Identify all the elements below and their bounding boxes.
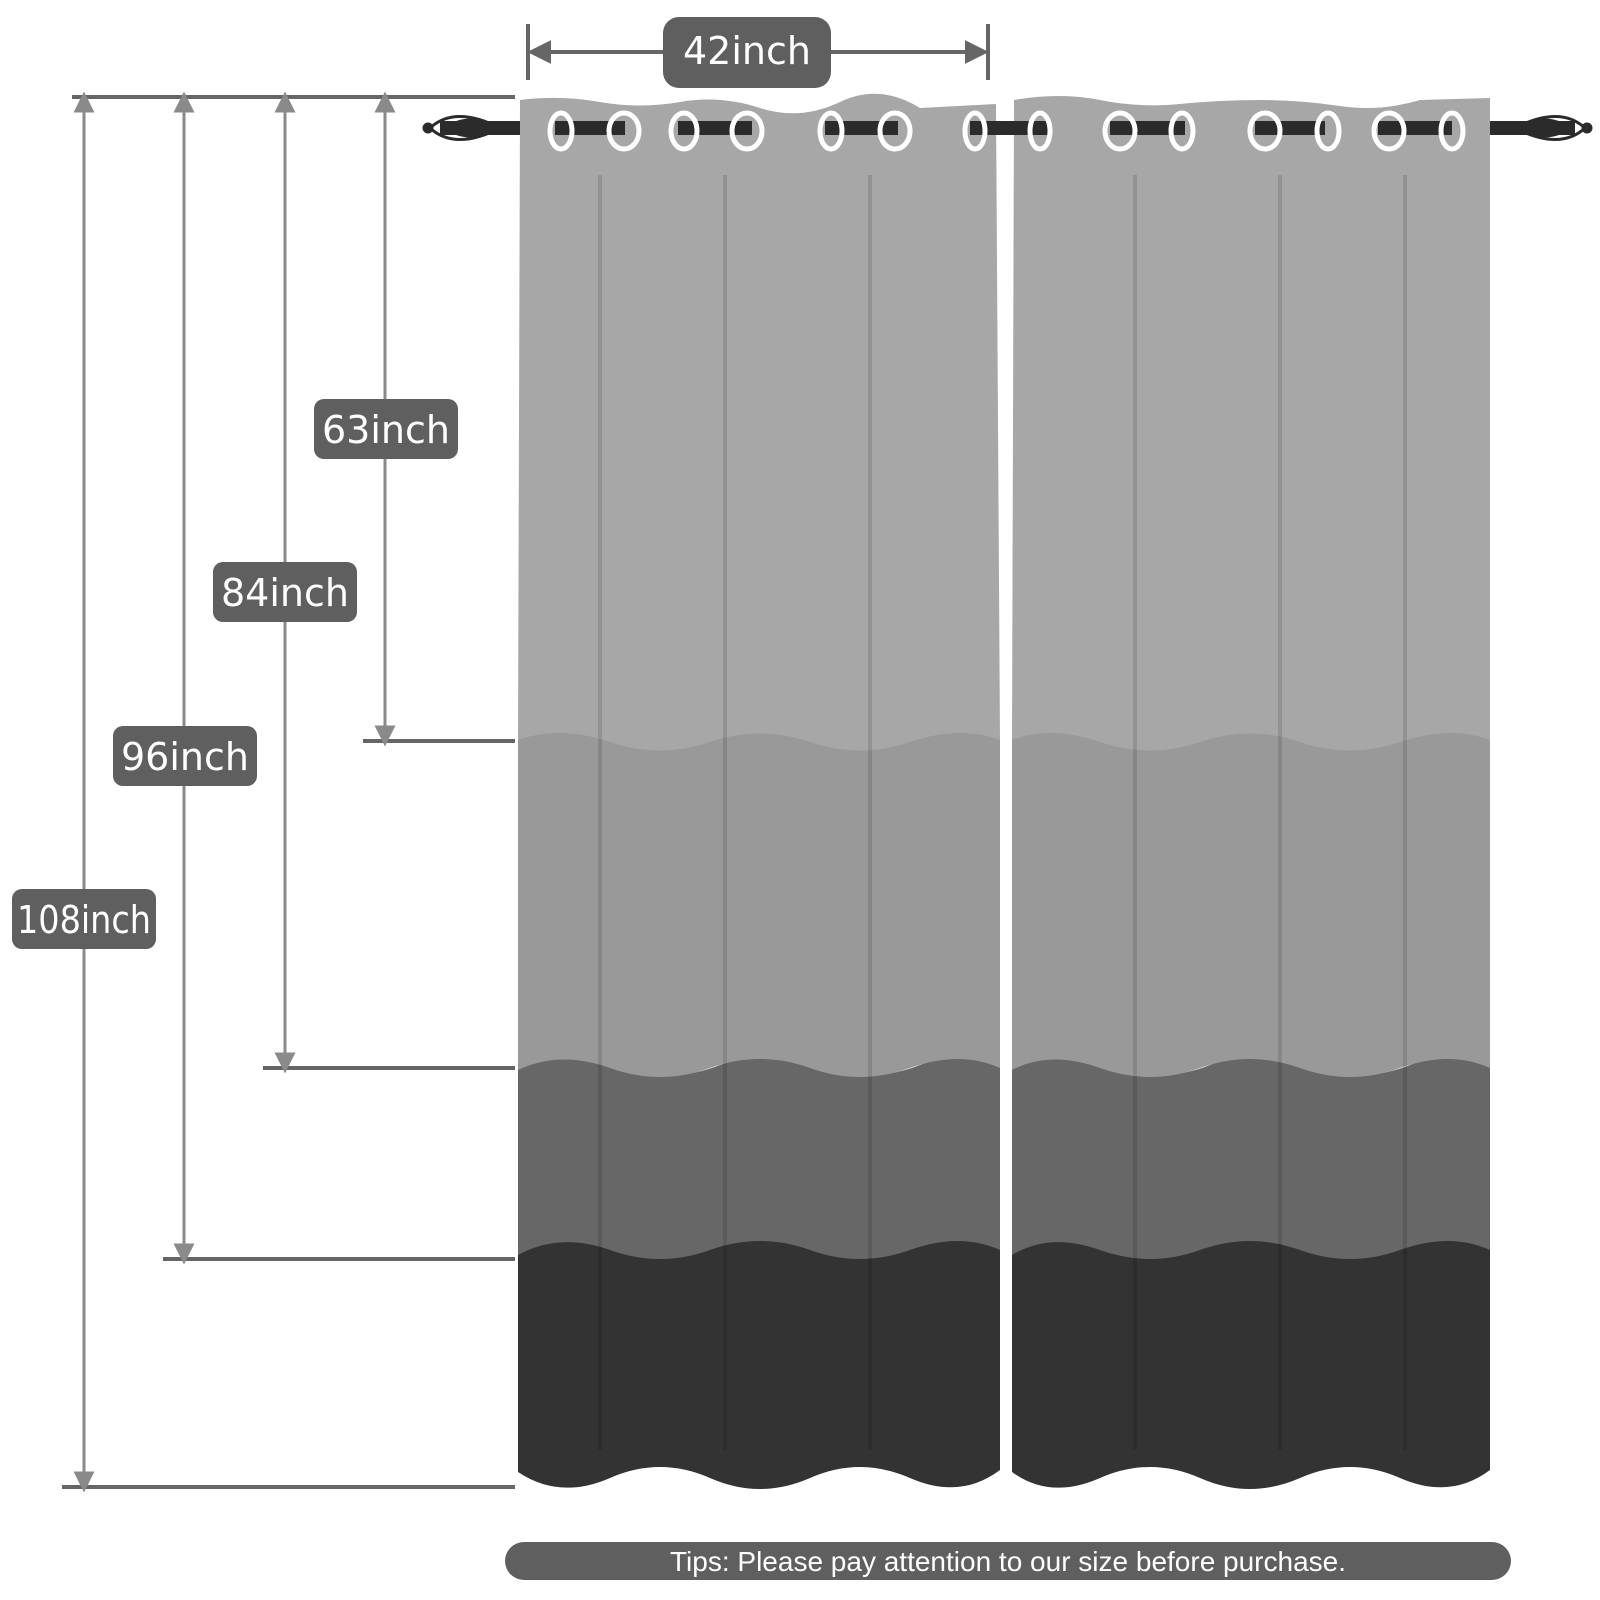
length-108-label: 108inch bbox=[17, 898, 151, 942]
stripe-top bbox=[518, 93, 1000, 751]
stripe-bottom bbox=[1012, 1233, 1490, 1489]
length-label-108: 108inch bbox=[12, 889, 156, 949]
stripe-second bbox=[518, 721, 1000, 1077]
grommet-ring-icon bbox=[606, 110, 642, 152]
length-63-label: 63inch bbox=[322, 408, 450, 452]
fold-lines bbox=[598, 175, 872, 1450]
stripe-third bbox=[518, 1053, 1000, 1259]
length-dimensions: 63inch 84inch 96inch 108inch bbox=[12, 91, 515, 1493]
grommet-ring-icon bbox=[1168, 110, 1196, 152]
grommet-ring-icon bbox=[877, 110, 913, 152]
tips-banner: Tips: Please pay attention to our size b… bbox=[505, 1542, 1511, 1580]
curtain-panel-right bbox=[1012, 96, 1490, 1489]
width-dimension: 42inch bbox=[526, 17, 990, 88]
grommet-ring-icon bbox=[1371, 110, 1407, 152]
length-label-96: 96inch bbox=[113, 726, 257, 786]
width-label-badge bbox=[663, 17, 831, 88]
fold-lines bbox=[1133, 175, 1407, 1450]
curtain-rod-finial-icon bbox=[422, 115, 504, 141]
grommet-ring-icon bbox=[1027, 110, 1053, 152]
grommet-ring-icon bbox=[962, 110, 988, 152]
grommet-ring-icon bbox=[1438, 110, 1466, 152]
grommet-ring-icon bbox=[547, 110, 575, 152]
grommet-ring-icon bbox=[668, 110, 700, 152]
curtain-panel-left bbox=[518, 93, 1000, 1489]
length-label-63: 63inch bbox=[314, 399, 458, 459]
grommet-ring-icon bbox=[1314, 110, 1342, 152]
curtain-rod-finial-icon bbox=[1511, 115, 1593, 141]
length-label-84: 84inch bbox=[213, 562, 357, 622]
tips-text: Tips: Please pay attention to our size b… bbox=[670, 1546, 1346, 1577]
width-label: 42inch bbox=[683, 29, 811, 73]
grommet-ring-icon bbox=[1102, 110, 1138, 152]
stripe-second bbox=[1012, 721, 1490, 1077]
grommet-ring-icon bbox=[1247, 110, 1283, 152]
grommets bbox=[547, 110, 1466, 152]
length-84-label: 84inch bbox=[221, 571, 349, 615]
length-96-label: 96inch bbox=[121, 735, 249, 779]
stripe-top bbox=[1012, 96, 1490, 751]
grommet-ring-icon bbox=[817, 110, 845, 152]
stripe-third bbox=[1012, 1053, 1490, 1259]
grommet-ring-icon bbox=[729, 110, 765, 152]
stripe-bottom bbox=[518, 1233, 1000, 1489]
